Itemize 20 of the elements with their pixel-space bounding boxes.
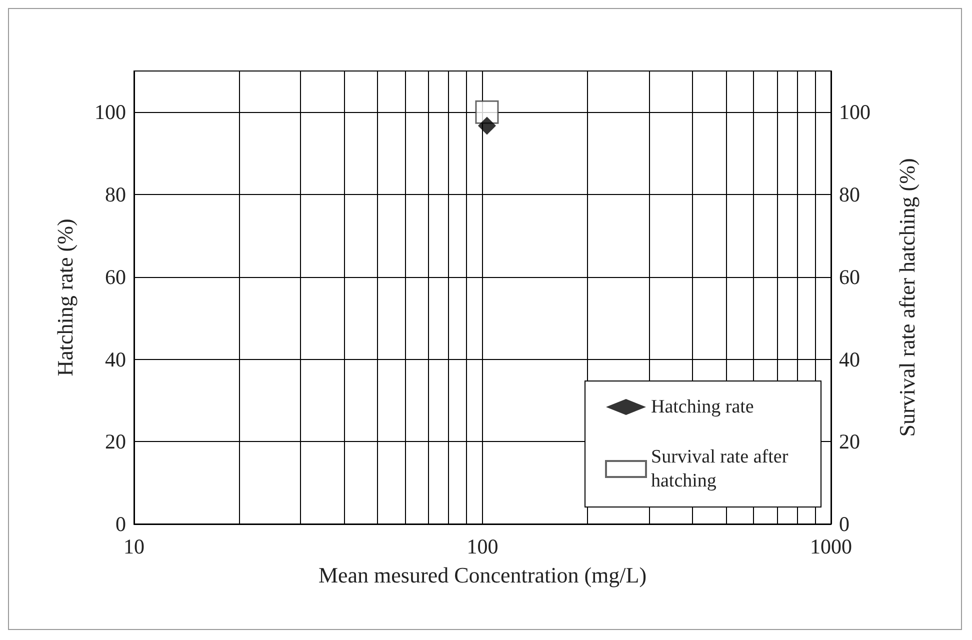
y-tick-label: 60 (105, 264, 126, 289)
y2-tick-label: 0 (839, 512, 850, 536)
legend-label: Survival rate after hatching (651, 446, 793, 492)
y2-axis-title: Survival rate after hatching (%) (894, 158, 920, 437)
y2-tick-label: 20 (839, 430, 860, 454)
y-tick-label: 20 (105, 430, 126, 454)
y-tick-label: 40 (105, 347, 126, 372)
y-tick-label: 80 (105, 182, 126, 207)
y2-tick-label: 40 (839, 347, 860, 372)
legend-label: Hatching rate (651, 396, 754, 418)
y2-tick-label: 100 (839, 100, 870, 124)
y2-tick-label: 60 (839, 264, 860, 289)
y-tick-label: 100 (94, 100, 126, 124)
y-tick-label: 0 (116, 512, 126, 536)
x-tick-label: 100 (466, 534, 498, 558)
y-axis-title: Hatching rate (%) (52, 218, 78, 376)
x-axis-title: Mean mesured Concentration (mg/L) (318, 562, 647, 588)
y2-tick-label: 80 (839, 182, 860, 207)
x-tick-label: 10 (124, 534, 144, 558)
x-tick-label: 1000 (810, 534, 852, 558)
